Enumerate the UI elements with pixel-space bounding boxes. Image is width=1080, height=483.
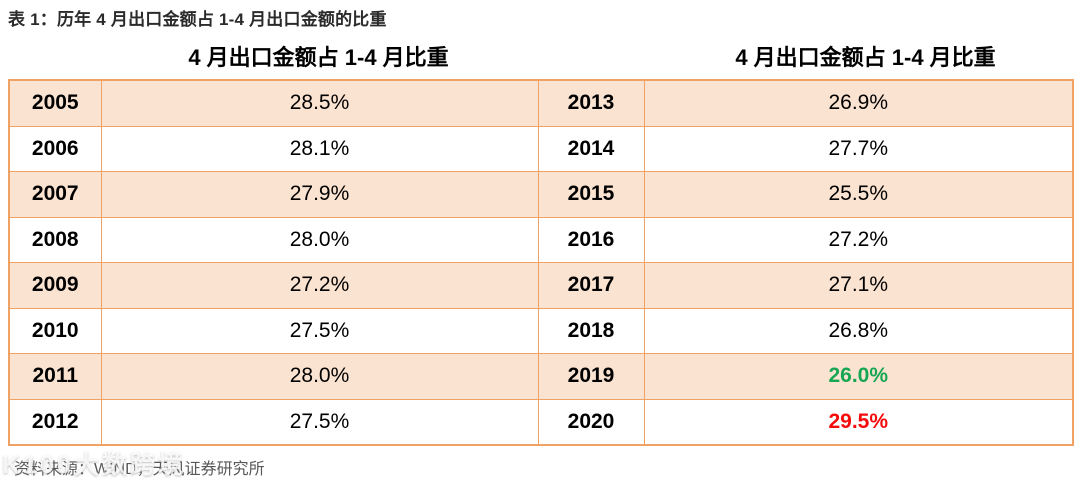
table-row: 2012 27.5% 2020 29.5%	[8, 398, 1074, 446]
table-row: 2007 27.9% 2015 25.5%	[8, 171, 1074, 218]
year-cell: 2013	[537, 79, 645, 127]
table-row: 2008 28.0% 2016 27.2%	[8, 216, 1074, 263]
year-cell: 2009	[8, 262, 102, 309]
year-cell: 2017	[537, 262, 645, 309]
year-cell: 2018	[537, 307, 645, 354]
value-cell: 26.9%	[643, 79, 1074, 127]
value-cell: 27.7%	[643, 125, 1074, 172]
table-body: 2005 28.5% 2013 26.9% 2006 28.1% 2014 27…	[8, 79, 1074, 446]
source-note: 资料来源：WIND，天风证券研究所	[14, 461, 265, 478]
table-row: 2011 28.0% 2019 26.0%	[8, 353, 1074, 400]
value-cell: 28.5%	[100, 79, 539, 127]
year-cell: 2008	[8, 216, 102, 263]
year-cell: 2005	[8, 79, 102, 127]
value-cell: 25.5%	[643, 171, 1074, 218]
table-row: 2005 28.5% 2013 26.9%	[8, 79, 1074, 127]
page-title: 表 1：历年 4 月出口金额占 1-4 月出口金额的比重	[8, 10, 387, 29]
value-cell: 27.9%	[100, 171, 539, 218]
year-cell: 2015	[537, 171, 645, 218]
value-cell-highlight-red: 29.5%	[643, 398, 1074, 446]
value-cell: 26.8%	[643, 307, 1074, 354]
year-cell: 2014	[537, 125, 645, 172]
value-cell: 28.1%	[100, 125, 539, 172]
table-row: 2006 28.1% 2014 27.7%	[8, 125, 1074, 172]
value-cell: 27.2%	[100, 262, 539, 309]
column-group-header-right: 4 月出口金额占 1-4 月比重	[735, 45, 996, 70]
year-cell: 2020	[537, 398, 645, 446]
value-cell: 28.0%	[100, 353, 539, 400]
year-cell: 2019	[537, 353, 645, 400]
table-row: 2009 27.2% 2017 27.1%	[8, 262, 1074, 309]
value-cell: 28.0%	[100, 216, 539, 263]
value-cell: 27.2%	[643, 216, 1074, 263]
column-group-header-left: 4 月出口金额占 1-4 月比重	[188, 45, 449, 70]
year-cell: 2006	[8, 125, 102, 172]
year-cell: 2011	[8, 353, 102, 400]
table-row: 2010 27.5% 2018 26.8%	[8, 307, 1074, 354]
value-cell: 27.5%	[100, 307, 539, 354]
year-cell: 2010	[8, 307, 102, 354]
export-share-table: 2005 28.5% 2013 26.9% 2006 28.1% 2014 27…	[8, 79, 1074, 446]
value-cell-highlight-green: 26.0%	[643, 353, 1074, 400]
value-cell: 27.5%	[100, 398, 539, 446]
year-cell: 2007	[8, 171, 102, 218]
value-cell: 27.1%	[643, 262, 1074, 309]
year-cell: 2012	[8, 398, 102, 446]
year-cell: 2016	[537, 216, 645, 263]
